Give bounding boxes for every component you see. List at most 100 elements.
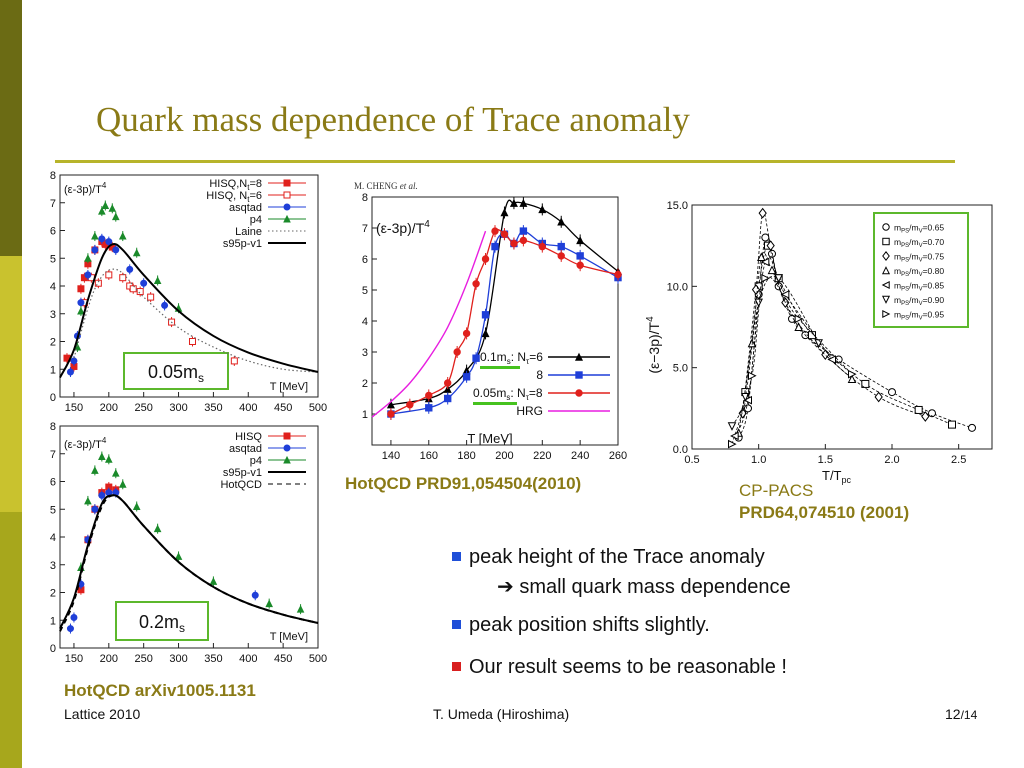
- data-point: [576, 236, 585, 245]
- x-tick-label: 400: [239, 402, 257, 414]
- data-point: [519, 227, 528, 235]
- sidebar-band-dark: [0, 0, 22, 256]
- legend: [873, 212, 969, 328]
- data-point: [66, 625, 74, 633]
- series-3: [371, 230, 487, 418]
- y-tick-label: 8: [50, 421, 56, 433]
- y-tick-label: 8: [50, 170, 56, 182]
- data-point: [767, 265, 777, 275]
- bullet-text: Our result seems to be reasonable !: [469, 656, 787, 678]
- series-line: [59, 242, 319, 379]
- series-line: [371, 230, 487, 418]
- data-point: [283, 455, 291, 464]
- data-point: [754, 298, 763, 308]
- data-point: [112, 246, 120, 254]
- axes: 0.5 1.0 1.5 2.0 2.5 0.0 5.0 10.0 15.0: [667, 200, 993, 466]
- x-tick-label: 300: [169, 653, 187, 665]
- data-point: [882, 237, 890, 246]
- mass-box-frame: [115, 601, 209, 641]
- data-point: [77, 299, 85, 307]
- x-tick-label: 150: [65, 653, 83, 665]
- data-point: [757, 252, 766, 262]
- data-point: [70, 613, 78, 621]
- data-point: [861, 379, 870, 388]
- x-tick-label: 260: [609, 450, 627, 462]
- data-point: [761, 233, 770, 242]
- data-point: [888, 388, 896, 397]
- data-point: [834, 355, 843, 364]
- plot-bottom-left-svg: (ε-3p)/T4 HISQ asqtad p4 s95p-v1 HotQCD …: [50, 421, 327, 665]
- data-point: [443, 384, 452, 393]
- y-tick-label: 7: [50, 198, 56, 210]
- data-point: [914, 405, 923, 414]
- y-tick-label: 0: [50, 392, 56, 404]
- legend-label: p4: [250, 455, 262, 467]
- data-point: [153, 276, 162, 284]
- data-point: [948, 420, 956, 429]
- y-tick-label: 4: [50, 281, 56, 293]
- plot-top-left: (ε-3p)/T4 HISQ,Nt=8 HISQ, Nt=6 asqtad p4…: [36, 165, 336, 423]
- data-point: [730, 431, 739, 441]
- data-point: [230, 357, 238, 365]
- series-line: [59, 494, 319, 632]
- y-tick-label: 1: [50, 364, 56, 376]
- x-tick-label: 350: [204, 402, 222, 414]
- bullet-text: ➔ small quark mass dependence: [497, 576, 791, 598]
- data-point: [425, 404, 433, 412]
- y-tick-label: 2: [50, 337, 56, 349]
- legend-symbols: [548, 352, 610, 412]
- legend-label: s95p-v1: [223, 238, 262, 250]
- data-point: [453, 348, 461, 356]
- page-number: 12/14: [945, 706, 978, 722]
- data-point: [129, 285, 137, 293]
- legend-highlight: [473, 402, 517, 405]
- data-point: [748, 371, 757, 381]
- x-tick-label: 300: [169, 402, 187, 414]
- data-point: [882, 251, 890, 261]
- x-tick-label: 1.0: [751, 454, 766, 466]
- data-point: [283, 214, 291, 223]
- data-point: [105, 238, 113, 246]
- x-tick-label: 140: [382, 450, 400, 462]
- data-point: [510, 239, 518, 248]
- data-point: [472, 280, 480, 288]
- y-tick-label: 3: [50, 560, 56, 572]
- data-point: [774, 274, 783, 283]
- data-point: [91, 231, 99, 240]
- series-line: [390, 228, 619, 415]
- x-tick-label: 0.5: [684, 454, 699, 466]
- legend: HISQ,Nt=8 HISQ, Nt=6 asqtad p4 Laine s95…: [206, 178, 262, 250]
- data-point: [538, 242, 547, 251]
- x-tick-label: 200: [100, 653, 118, 665]
- data-point: [161, 301, 169, 309]
- data-point: [98, 491, 106, 499]
- y-tick-label: 2: [362, 378, 368, 390]
- legend-label: HISQ,Nt=8: [209, 178, 262, 192]
- x-tick-label: 240: [571, 450, 589, 462]
- legend: HISQ asqtad p4 s95p-v1 HotQCD: [220, 431, 262, 491]
- legend-label: s95p-v1: [223, 467, 262, 479]
- data-point: [283, 191, 291, 199]
- bullet-text: peak height of the Trace anomaly: [469, 546, 765, 568]
- data-point: [132, 248, 141, 257]
- y-tick-label: 1: [362, 409, 368, 421]
- data-point: [118, 480, 127, 488]
- legend-entries: mPS/mV=0.65 mPS/mV=0.70 mPS/mV=0.75 mPS/mV=…: [881, 223, 944, 322]
- mass-label: 0.05ms: [148, 362, 204, 385]
- data-point: [425, 391, 433, 400]
- bullet-square-icon: [452, 662, 461, 671]
- data-point: [132, 502, 141, 510]
- data-point: [744, 404, 752, 413]
- y-tick-label: 6: [50, 226, 56, 238]
- slide-title: Quark mass dependence of Trace anomaly: [96, 100, 690, 139]
- data-point: [283, 432, 291, 440]
- x-tick-label: 2.5: [951, 454, 966, 466]
- legend-label: mPS/mV=0.90: [894, 295, 944, 307]
- bullet-square-icon: [452, 552, 461, 561]
- data-point: [94, 279, 102, 287]
- ylabel: (ε-3p)/T4: [64, 436, 107, 451]
- data-point: [209, 577, 218, 585]
- data-point: [557, 217, 566, 226]
- y-tick-label: 4: [362, 316, 368, 328]
- plot-right: (ε−3p)/T4 T/Tpc 0.5 1.0 1.5 2.0 2.5 0.0 5.0 10.…: [640, 195, 995, 485]
